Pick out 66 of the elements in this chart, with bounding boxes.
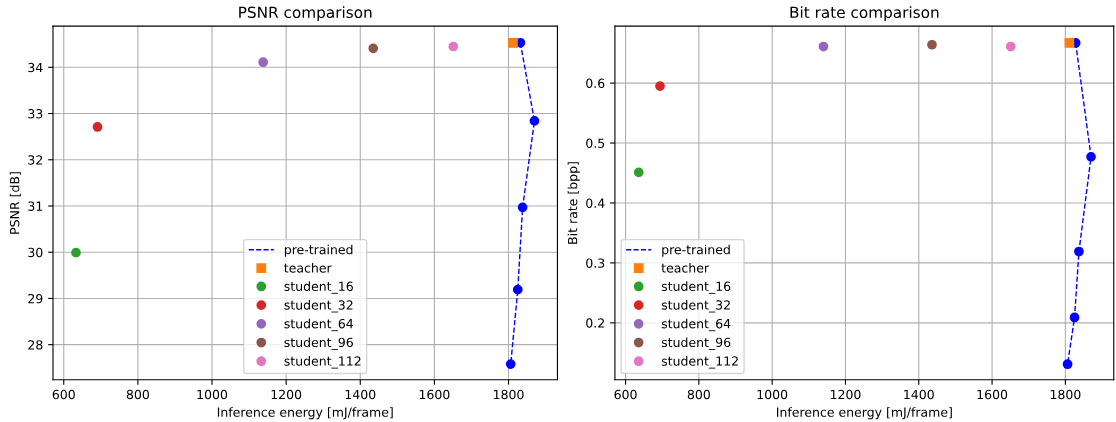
point [368, 43, 379, 54]
y-axis-title: Bit rate [bpp] [567, 162, 580, 244]
point [818, 41, 829, 52]
y-tick-label: 0.3 [586, 258, 605, 268]
point [1086, 151, 1096, 162]
point [1005, 41, 1016, 52]
y-tick-label: 33 [28, 109, 43, 119]
y-tick-label: 32 [28, 155, 43, 165]
legend-label: student_32 [661, 300, 730, 313]
x-tick-label: 600 [52, 389, 75, 400]
y-tick-label: 28 [28, 340, 43, 350]
legend-label: student_96 [284, 337, 353, 350]
x-tick-label: 1200 [830, 389, 861, 400]
x-tick-label: 800 [126, 389, 149, 400]
point [1064, 38, 1075, 48]
point [633, 167, 644, 178]
x-tick-label: 1000 [197, 389, 228, 400]
point [1069, 312, 1080, 323]
x-tick-label: 1200 [271, 389, 302, 400]
legend-label: student_64 [284, 318, 354, 332]
x-tick-label: 800 [687, 389, 710, 400]
chart-title: Bit rate comparison [790, 6, 939, 22]
legend-label: pre-trained [284, 244, 353, 257]
point [927, 39, 937, 50]
y-tick-label: 0.2 [586, 318, 604, 328]
point [505, 359, 516, 369]
legend-label: student_16 [661, 281, 731, 294]
legend-label: student_112 [661, 356, 738, 369]
x-tick-label: 1600 [977, 389, 1008, 400]
x-tick-label: 1800 [493, 389, 524, 400]
y-tick-label: 31 [28, 201, 43, 211]
legend-label: student_32 [284, 300, 353, 313]
point [258, 57, 269, 68]
y-tick-label: 30 [28, 247, 43, 258]
y-axis-title: PSNR [dB] [9, 172, 21, 234]
y-tick-label: 0.5 [586, 138, 605, 148]
point [508, 37, 518, 48]
x-tick-label: 1600 [419, 389, 450, 400]
y-tick-label: 34 [28, 62, 43, 73]
y-tick-label: 29 [28, 293, 43, 304]
point [529, 116, 540, 126]
x-tick-label: 1000 [757, 389, 788, 400]
legend-label: student_16 [284, 281, 353, 294]
legend-label: teacher [661, 262, 710, 273]
x-axis-title: Inference energy [mJ/frame] [777, 407, 952, 420]
point [512, 284, 523, 295]
x-tick-label: 1400 [345, 389, 376, 400]
legend-label: pre-trained [662, 244, 730, 257]
x-tick-label: 600 [614, 389, 637, 400]
point [71, 247, 81, 258]
point [1074, 246, 1084, 257]
y-tick-label: 0.4 [586, 198, 605, 208]
x-tick-label: 1400 [904, 389, 934, 400]
point [1062, 359, 1073, 370]
point [92, 122, 103, 132]
y-tick-label: 0.6 [586, 78, 605, 89]
point [655, 81, 665, 91]
point [517, 202, 528, 213]
legend-label: student_112 [284, 356, 361, 369]
x-axis-title: Inference energy [mJ/frame] [217, 407, 393, 420]
x-tick-label: 1800 [1050, 389, 1081, 400]
legend-label: student_64 [661, 318, 731, 332]
chart-title: PSNR comparison [239, 6, 372, 22]
point [448, 41, 459, 52]
legend-label: teacher [284, 262, 332, 273]
legend-label: student_96 [661, 337, 731, 350]
